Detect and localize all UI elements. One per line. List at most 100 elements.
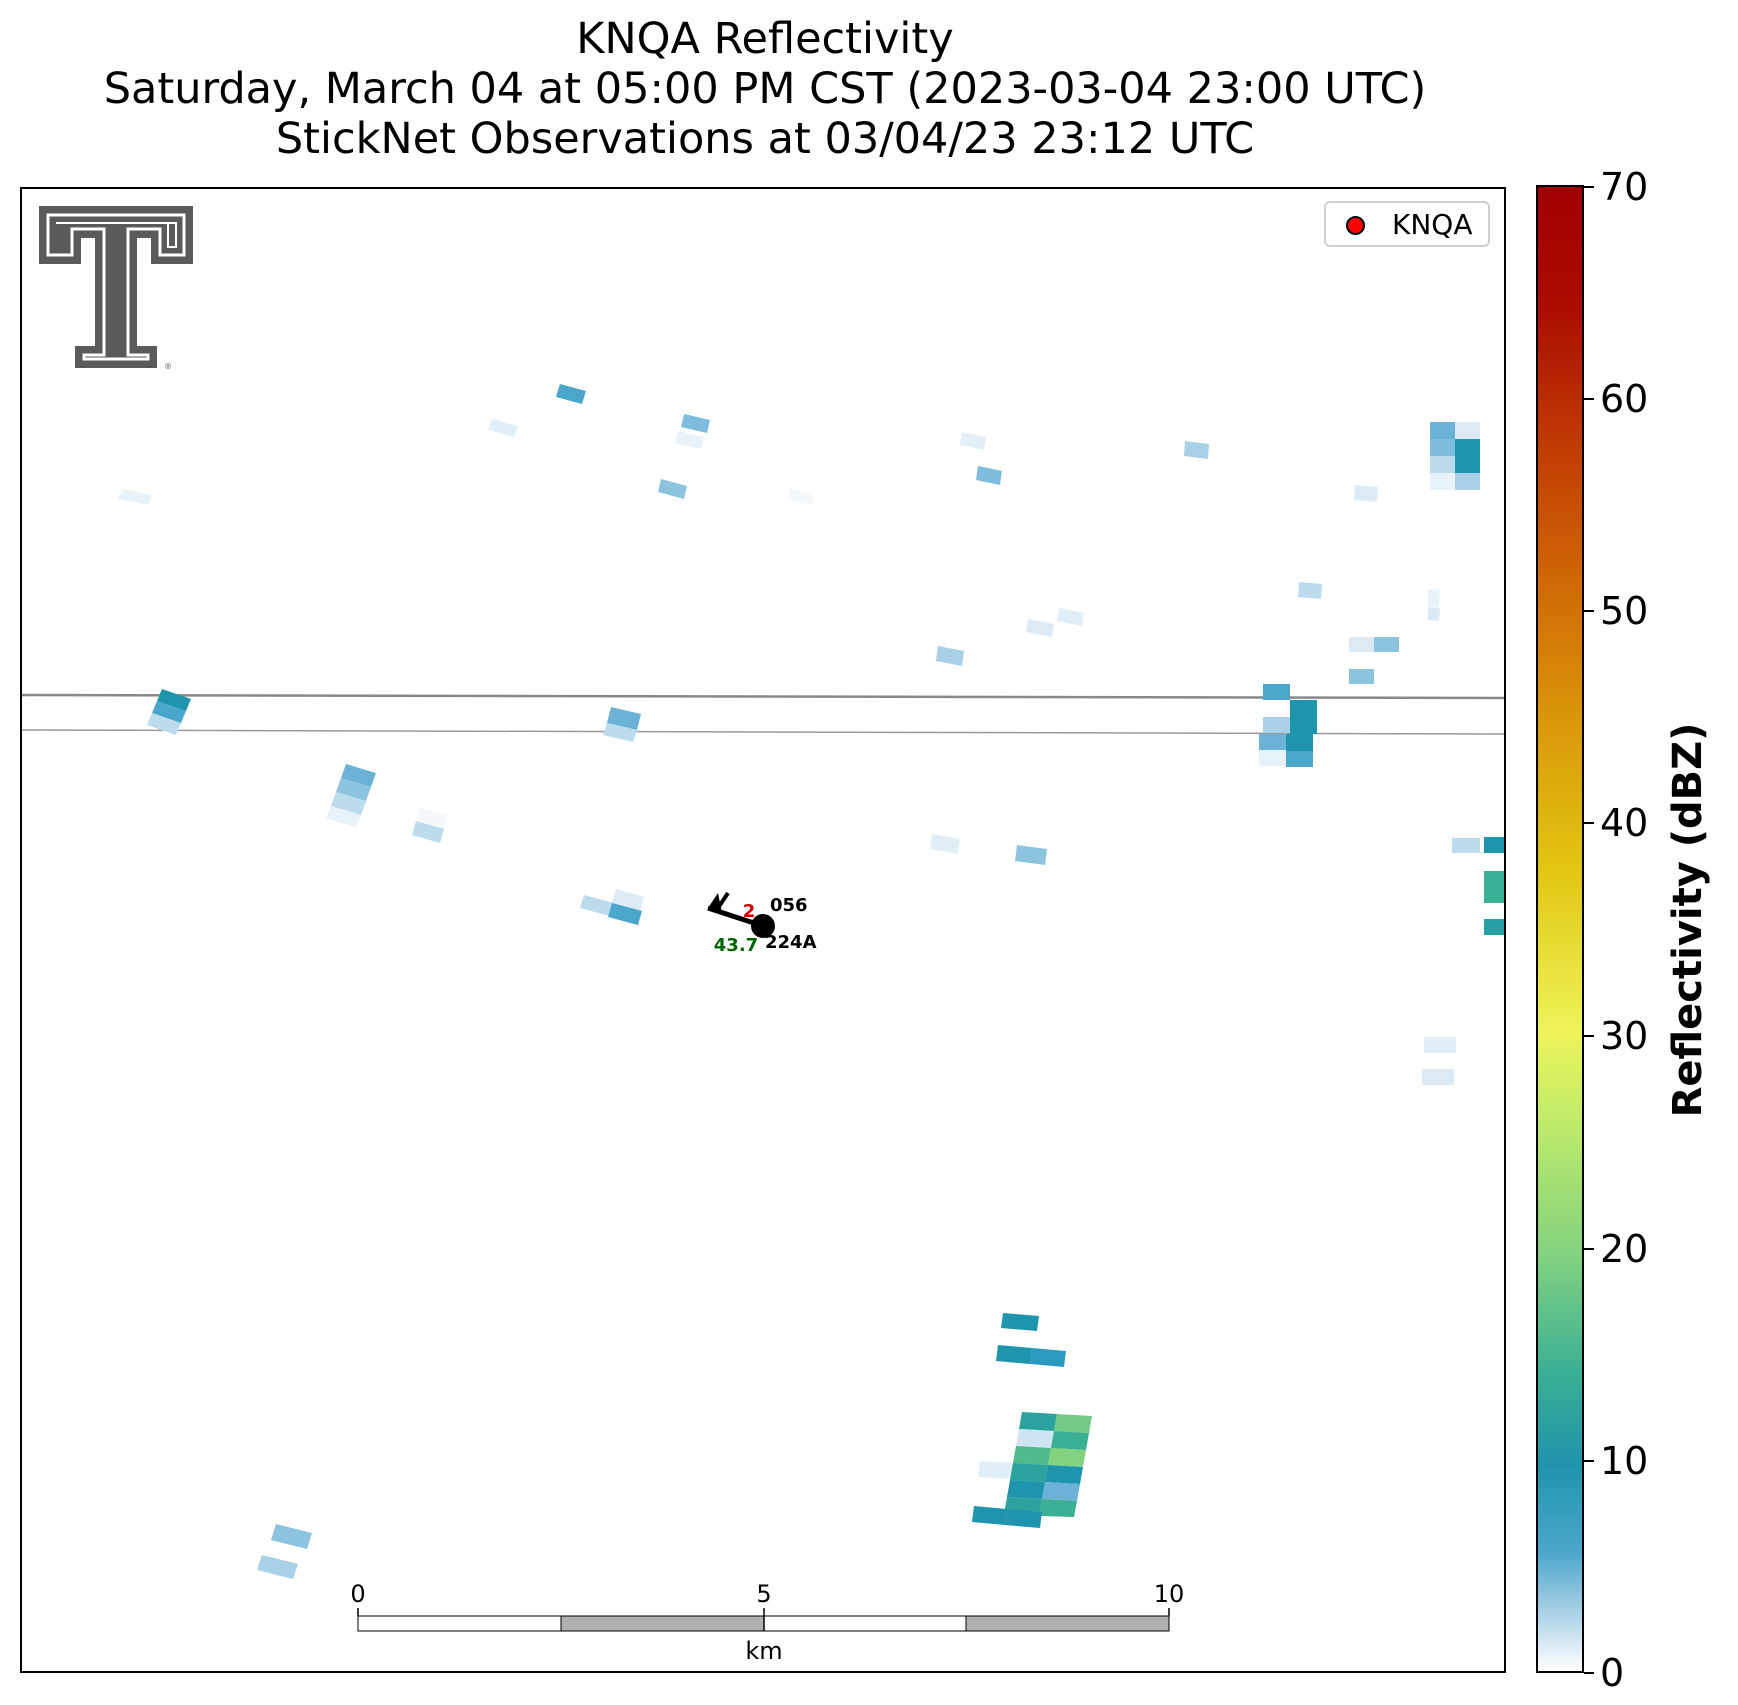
radar-gate [416, 807, 448, 829]
radar-gate [157, 689, 191, 711]
radar-gate [1184, 441, 1209, 459]
scale-tick-5: 5 [756, 1580, 771, 1608]
radar-map-canvas: ® 0 5 10 km 2 056 43.7 224A [22, 206, 1504, 1665]
radar-gate [1349, 669, 1374, 684]
station-dewpoint: 43.7 [714, 935, 758, 956]
radar-gate [996, 1345, 1032, 1364]
radar-gate [257, 1555, 298, 1579]
radar-gate [1010, 1463, 1048, 1482]
colorbar-label-40: 40 [1600, 801, 1649, 845]
radar-gate [1015, 845, 1047, 865]
radar-gate [1290, 700, 1317, 717]
colorbar-tick [1584, 1460, 1594, 1462]
radar-gate [1042, 1482, 1080, 1501]
radar-gate [1430, 456, 1455, 473]
road-line-upper [22, 693, 1504, 700]
colorbar-tick [1584, 398, 1594, 400]
station-temperature: 2 [743, 901, 756, 922]
radar-gate [1259, 750, 1286, 766]
colorbar-tick [1584, 822, 1594, 824]
station-marker-icon [751, 914, 775, 938]
texas-tech-logo-icon: ® [39, 206, 193, 371]
radar-gate [1048, 1448, 1086, 1467]
legend-label: KNQA [1392, 208, 1473, 241]
colorbar-tick [1584, 1248, 1594, 1250]
radar-gate [1051, 1431, 1089, 1450]
radar-gate [1013, 1446, 1051, 1465]
radar-gate [1455, 456, 1480, 473]
colorbar-tick [1584, 186, 1594, 188]
radar-gate [118, 489, 152, 505]
radar-gate [603, 723, 637, 742]
radar-gate [1057, 608, 1084, 626]
radar-gate [1045, 1465, 1083, 1484]
station-id: 224A [765, 932, 817, 953]
radar-gate [1428, 607, 1440, 621]
radar-gate [788, 489, 814, 505]
radar-gate [1016, 1429, 1054, 1448]
scale-tick-10: 10 [1154, 1580, 1185, 1608]
colorbar-label-50: 50 [1600, 589, 1649, 633]
radar-gate [1428, 589, 1440, 607]
radar-gate [1484, 871, 1504, 903]
radar-gate [1054, 1414, 1092, 1433]
wind-barb-barb [714, 891, 730, 913]
title-line-1: KNQA Reflectivity [576, 14, 954, 64]
radar-gate [1455, 422, 1480, 439]
radar-gate [412, 821, 444, 843]
radar-gate [1263, 717, 1290, 733]
radar-gate [1030, 1348, 1066, 1367]
radar-gate [978, 1461, 1013, 1479]
radar-gate [1349, 637, 1374, 652]
radar-gate [1259, 734, 1286, 750]
radar-gate [147, 713, 181, 735]
svg-text:®: ® [164, 362, 172, 371]
radar-gate [607, 707, 641, 730]
radar-gate [1452, 838, 1480, 853]
radar-gate [612, 889, 644, 911]
station-pressure: 056 [770, 895, 808, 916]
radar-gate [1354, 485, 1378, 502]
radar-site-marker-icon [1346, 216, 1365, 235]
title-line-3: StickNet Observations at 03/04/23 23:12 … [275, 114, 1255, 164]
radar-gate [1019, 1412, 1057, 1431]
radar-gate [1039, 1499, 1077, 1517]
radar-gate [341, 764, 376, 787]
colorbar-label-10: 10 [1600, 1439, 1649, 1483]
radar-gate [1484, 837, 1504, 853]
title-line-2: Saturday, March 04 at 05:00 PM CST (2023… [103, 64, 1427, 114]
road-line-lower [22, 729, 1504, 735]
scale-unit: km [745, 1637, 782, 1665]
colorbar-label-0: 0 [1600, 1651, 1625, 1695]
sticknet-station[interactable]: 2 056 43.7 224A [707, 891, 817, 956]
radar-gate [1007, 1480, 1045, 1499]
radar-gate [1422, 1069, 1454, 1085]
radar-gate [681, 414, 710, 433]
radar-gate [960, 432, 986, 450]
radar-gate [972, 1506, 1007, 1525]
radar-gate [1263, 684, 1290, 700]
scale-tick-0: 0 [350, 1580, 365, 1608]
radar-gate [1026, 619, 1054, 637]
radar-gate [271, 1524, 312, 1549]
colorbar-label-60: 60 [1600, 377, 1649, 421]
colorbar [1536, 185, 1584, 1673]
radar-gate [1430, 439, 1455, 456]
colorbar-title: Reflectivity (dBZ) [1665, 722, 1711, 1118]
radar-map[interactable]: ® 0 5 10 km 2 056 43.7 224A [20, 187, 1506, 1673]
colorbar-tick [1584, 1672, 1594, 1674]
radar-gate [1298, 582, 1322, 599]
radar-gate [1286, 734, 1313, 751]
radar-gate [930, 834, 960, 854]
radar-gate [580, 895, 614, 916]
radar-gate [152, 701, 186, 723]
radar-gate [331, 792, 366, 815]
colorbar-label-20: 20 [1600, 1227, 1649, 1271]
radar-gate [1455, 473, 1480, 490]
scale-bar: 0 5 10 km [350, 1580, 1184, 1665]
radar-gate [936, 646, 964, 666]
radar-gate [658, 479, 687, 499]
radar-gate [608, 903, 642, 925]
colorbar-label-30: 30 [1600, 1014, 1649, 1058]
colorbar-tick [1584, 610, 1594, 612]
